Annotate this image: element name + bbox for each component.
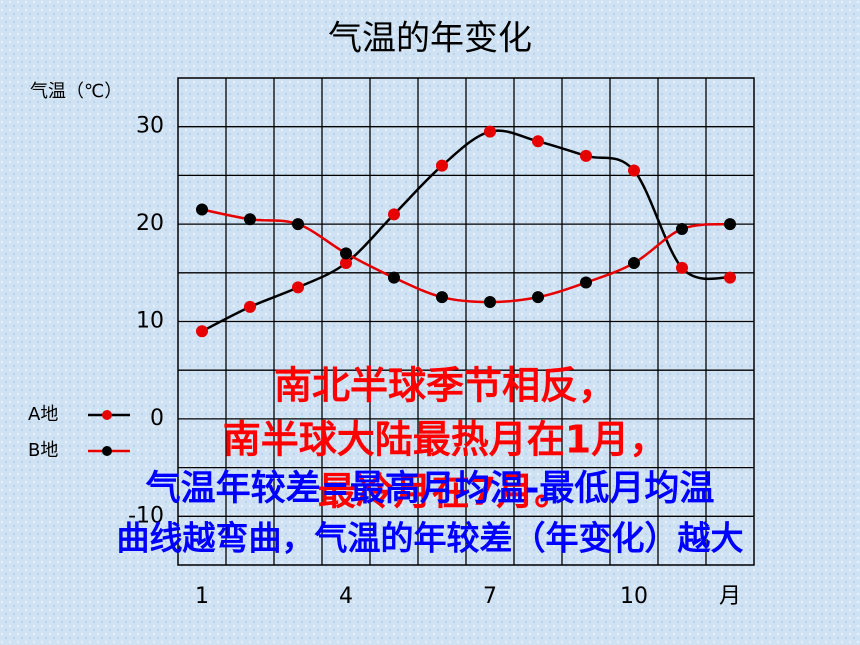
data-point <box>244 213 256 226</box>
data-point <box>484 296 496 309</box>
data-point <box>388 208 400 221</box>
data-point <box>436 159 448 172</box>
annotation: 气温年较差=最高月均温-最低月均温 <box>146 469 715 509</box>
x-tick-label: 1 <box>195 584 209 609</box>
data-point <box>292 218 304 231</box>
y-tick-label: 10 <box>136 309 164 334</box>
data-point <box>628 164 640 177</box>
data-point <box>580 276 592 289</box>
data-point <box>724 271 736 284</box>
data-point <box>580 149 592 162</box>
x-tick-label: 月 <box>719 584 741 609</box>
data-point <box>436 291 448 304</box>
x-tick-label: 10 <box>620 584 648 609</box>
data-point <box>532 135 544 148</box>
annotation: 最冷月在7月。 <box>318 470 572 514</box>
y-tick-label: 30 <box>136 114 164 139</box>
data-point <box>532 291 544 304</box>
annotation: 曲线越弯曲，气温的年较差（年变化）越大 <box>117 519 744 558</box>
legend-marker <box>102 446 112 456</box>
data-point <box>196 325 208 338</box>
data-point <box>484 125 496 138</box>
chart-title: 气温的年变化 <box>328 19 532 59</box>
x-tick-label: 4 <box>339 584 353 609</box>
annotation: 南北半球季节相反， <box>274 364 616 408</box>
legend-label: B地 <box>28 440 58 461</box>
data-point <box>676 261 688 274</box>
y-tick-label: 20 <box>136 211 164 236</box>
legend-label: A地 <box>28 404 58 425</box>
data-point <box>244 300 256 313</box>
y-tick-label: 0 <box>150 406 164 431</box>
y-tick-label: -10 <box>128 503 164 528</box>
annotation: 南半球大陆最热月在1月， <box>223 418 667 462</box>
y-axis-label: 气温（℃） <box>30 81 122 102</box>
data-point <box>340 247 352 260</box>
data-point <box>340 257 352 270</box>
data-point <box>196 203 208 216</box>
data-point <box>388 271 400 284</box>
legend-marker <box>102 410 112 420</box>
data-point <box>676 222 688 235</box>
x-tick-label: 7 <box>483 584 497 609</box>
data-point <box>628 257 640 270</box>
data-point <box>724 218 736 231</box>
data-point <box>292 281 304 294</box>
